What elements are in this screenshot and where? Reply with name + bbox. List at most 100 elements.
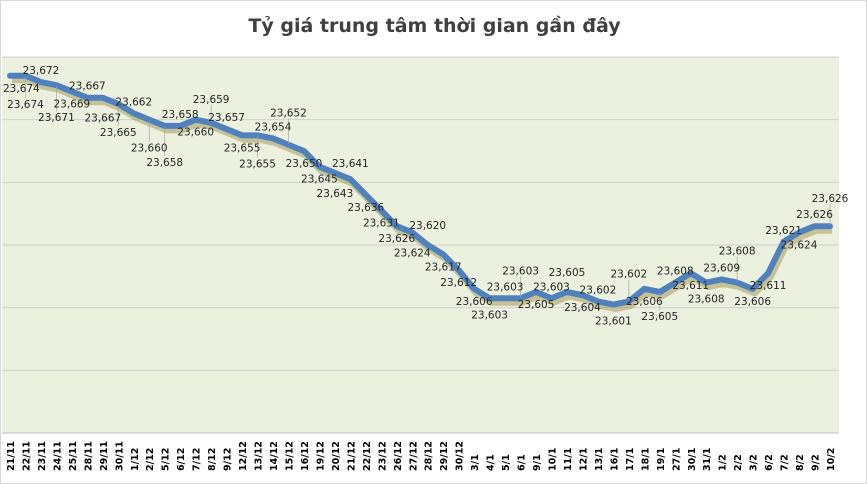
- data-point: [504, 297, 507, 300]
- x-tick-label: 8/12: [207, 448, 218, 471]
- data-label: 23,672: [23, 65, 60, 77]
- data-label: 23,626: [812, 193, 849, 205]
- data-label: 23,604: [564, 302, 601, 314]
- data-point: [333, 171, 336, 174]
- data-label: 23,650: [286, 158, 323, 170]
- data-point: [674, 281, 677, 284]
- data-point: [782, 240, 785, 243]
- data-point: [39, 81, 42, 84]
- x-tick-label: 10/2: [826, 448, 837, 471]
- x-tick-label: 4/1: [486, 454, 497, 471]
- data-point: [565, 291, 568, 293]
- x-tick-label: 13/12: [254, 441, 265, 471]
- data-label: 23,671: [38, 112, 75, 124]
- data-label: 23,667: [84, 113, 121, 125]
- x-tick-label: 29/12: [439, 441, 450, 471]
- x-tick-label: 26/12: [393, 441, 404, 471]
- data-label: 23,626: [796, 209, 833, 221]
- data-label: 23,660: [177, 127, 214, 139]
- data-point: [364, 193, 367, 196]
- data-label: 23,660: [131, 143, 168, 155]
- x-tick-label: 1/2: [718, 454, 729, 471]
- data-label: 23,665: [100, 127, 137, 139]
- data-point: [132, 112, 135, 115]
- chart-title: Tỷ giá trung tâm thời gian gần đây: [248, 15, 621, 37]
- data-point: [689, 272, 692, 275]
- data-point: [535, 291, 538, 293]
- data-label: 23,667: [69, 81, 106, 93]
- x-tick-label: 21/11: [6, 441, 17, 471]
- data-point: [519, 297, 522, 300]
- data-point: [349, 178, 352, 181]
- data-point: [395, 225, 398, 228]
- data-label: 23,605: [518, 299, 555, 311]
- data-label: 23,606: [456, 296, 493, 308]
- data-label: 23,608: [688, 294, 725, 306]
- x-tick-label: 2/12: [145, 448, 156, 471]
- data-label: 23,636: [347, 202, 384, 214]
- data-label: 23,674: [3, 83, 40, 95]
- data-point: [751, 287, 754, 290]
- x-tick-label: 16/1: [609, 448, 620, 471]
- x-tick-label: 9/1: [532, 454, 543, 471]
- data-point: [736, 281, 739, 284]
- data-label: 23,624: [394, 247, 431, 259]
- data-label: 23,620: [409, 220, 446, 232]
- data-point: [256, 134, 259, 137]
- data-point: [612, 303, 615, 306]
- x-tick-label: 9/2: [811, 454, 822, 471]
- data-point: [148, 118, 151, 121]
- data-label: 23,605: [641, 311, 678, 323]
- data-point: [163, 124, 166, 127]
- leader-lines: [25, 75, 831, 310]
- data-point: [117, 103, 120, 105]
- x-tick-label: 27/12: [408, 441, 419, 471]
- x-tick-label: 21/12: [346, 441, 357, 471]
- x-tick-label: 14/12: [269, 441, 280, 471]
- x-tick-label: 8/2: [795, 454, 806, 471]
- data-point: [643, 287, 646, 290]
- data-label: 23,612: [440, 277, 477, 289]
- x-tick-label: 30/1: [687, 448, 698, 471]
- data-point: [705, 281, 708, 284]
- x-tick-label: 30/12: [455, 441, 466, 471]
- x-tick-label: 31/1: [702, 448, 713, 471]
- data-point: [720, 278, 723, 281]
- x-tick-label: 16/12: [300, 441, 311, 471]
- data-label: 23,603: [533, 281, 570, 293]
- data-label: 23,658: [162, 109, 199, 121]
- x-tick-label: 11/1: [563, 448, 574, 471]
- data-label: 23,608: [657, 266, 694, 278]
- data-label: 23,662: [115, 96, 152, 108]
- data-label: 23,645: [301, 174, 338, 186]
- data-point: [767, 272, 770, 275]
- x-tick-label: 1/12: [130, 448, 141, 471]
- x-tick-label: 25/11: [68, 441, 79, 471]
- data-label: 23,658: [146, 157, 183, 169]
- data-point: [225, 128, 228, 131]
- data-point: [24, 74, 27, 77]
- data-point: [550, 297, 553, 300]
- x-tick-label: 28/11: [83, 441, 94, 471]
- x-tick-label: 17/1: [625, 448, 636, 471]
- data-point: [813, 225, 816, 228]
- data-label: 23,655: [239, 158, 276, 170]
- x-tick-label: 7/12: [192, 448, 203, 471]
- x-tick-label: 19/1: [656, 448, 667, 471]
- data-point: [627, 300, 630, 303]
- data-point: [318, 165, 321, 168]
- data-label: 23,674: [7, 99, 44, 111]
- x-tick-label: 28/12: [424, 441, 435, 471]
- data-point: [86, 96, 89, 99]
- x-tick-label: 3/2: [749, 454, 760, 471]
- data-label: 23,606: [626, 296, 663, 308]
- data-point: [302, 150, 305, 152]
- data-point: [488, 297, 491, 300]
- data-point: [596, 300, 599, 303]
- data-label: 23,602: [580, 284, 617, 296]
- data-label: 23,655: [224, 142, 261, 154]
- x-tick-label: 24/11: [52, 441, 63, 471]
- data-label: 23,606: [734, 296, 771, 308]
